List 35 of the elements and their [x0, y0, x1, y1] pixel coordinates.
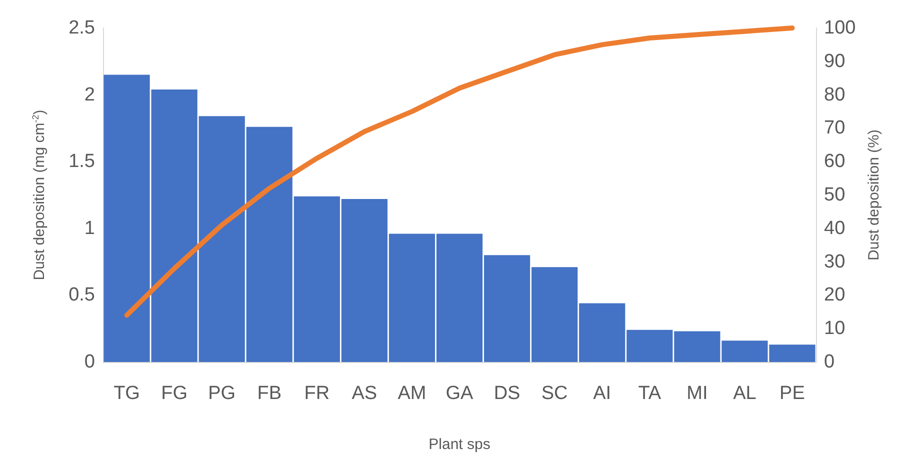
y2-tick-label: 60	[824, 151, 846, 172]
y2-tick-label: 0	[824, 352, 835, 372]
y2-tick-label: 80	[824, 84, 846, 106]
x-tick-label: FR	[304, 383, 330, 404]
x-tick-label: AM	[398, 383, 426, 404]
y2-tick-label: 90	[824, 50, 846, 72]
x-tick-label: TG	[114, 383, 140, 404]
x-tick-label: AL	[733, 383, 756, 404]
y-axis-title: Dust deposition (mg cm-2)	[30, 110, 48, 280]
y2-tick-label: 70	[824, 118, 846, 139]
x-tick-label: PE	[780, 383, 805, 404]
x-tick-label: PG	[208, 383, 236, 404]
x-tick-label: SC	[541, 383, 568, 404]
x-tick-label: AI	[593, 383, 612, 404]
x-tick-label: DS	[494, 383, 520, 404]
x-tick-label: GA	[446, 383, 474, 404]
y2-tick-label: 20	[824, 284, 846, 306]
y2-axis-title: Dust deposition (%)	[866, 130, 883, 260]
y-tick-label: 0	[84, 352, 95, 372]
y-tick-label: 1.5	[68, 151, 95, 172]
x-tick-label: FB	[257, 383, 282, 404]
y-tick-label: 1	[84, 218, 95, 239]
y2-tick-label: 50	[824, 184, 846, 206]
x-axis-title: Plant sps	[428, 436, 490, 453]
y2-tick-label: 40	[824, 218, 846, 239]
y2-tick-label: 30	[824, 251, 846, 272]
x-tick-label: TA	[638, 383, 662, 404]
x-tick-label: MI	[686, 383, 708, 404]
x-tick-label: AS	[352, 383, 378, 404]
y-tick-label: 2.5	[68, 18, 95, 38]
y-tick-label: 0.5	[68, 284, 95, 306]
y2-tick-label: 100	[824, 18, 856, 38]
y-tick-label: 2	[84, 84, 95, 106]
y2-tick-label: 10	[824, 318, 846, 340]
x-tick-label: FG	[161, 383, 188, 404]
